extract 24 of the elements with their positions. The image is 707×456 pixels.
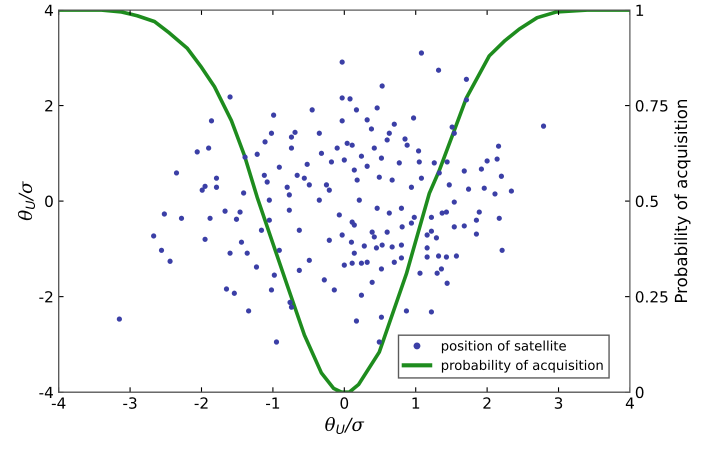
y-tick-label: 2 <box>45 100 52 112</box>
y2-tick-label: 0.25 <box>636 291 668 303</box>
y-tick-label: -4 <box>39 386 53 398</box>
x-tick-label: 1 <box>412 397 420 409</box>
x-tick-label: 4 <box>626 397 634 409</box>
line-series <box>58 10 630 392</box>
y2-axis-title: Probability of acquisition <box>674 100 690 302</box>
y2-tick-label: 0.5 <box>636 196 658 208</box>
x-axis-title: θ$_{U}$/σ <box>325 417 364 434</box>
x-tick-label: 2 <box>483 397 490 409</box>
x-tick-label: 3 <box>554 397 562 409</box>
legend-label: position of satellite <box>442 340 566 354</box>
y-tick-label: -2 <box>39 291 52 302</box>
x-tick-label: -1 <box>266 397 280 409</box>
legend-label: probability of acquisition <box>442 360 603 373</box>
y2-tick-label: 0 <box>636 386 644 398</box>
x-tick-label: -2 <box>194 397 208 409</box>
x-tick-label: -3 <box>123 397 136 409</box>
x-tick-label: 0 <box>340 397 348 409</box>
y2-tick-label: 1 <box>636 4 644 16</box>
y-tick-label: 4 <box>44 4 53 16</box>
y-axis-title: θ$_{U}$/σ <box>18 181 36 220</box>
y-tick-label: 0 <box>45 196 53 208</box>
y2-tick-label: 0.75 <box>636 100 668 112</box>
